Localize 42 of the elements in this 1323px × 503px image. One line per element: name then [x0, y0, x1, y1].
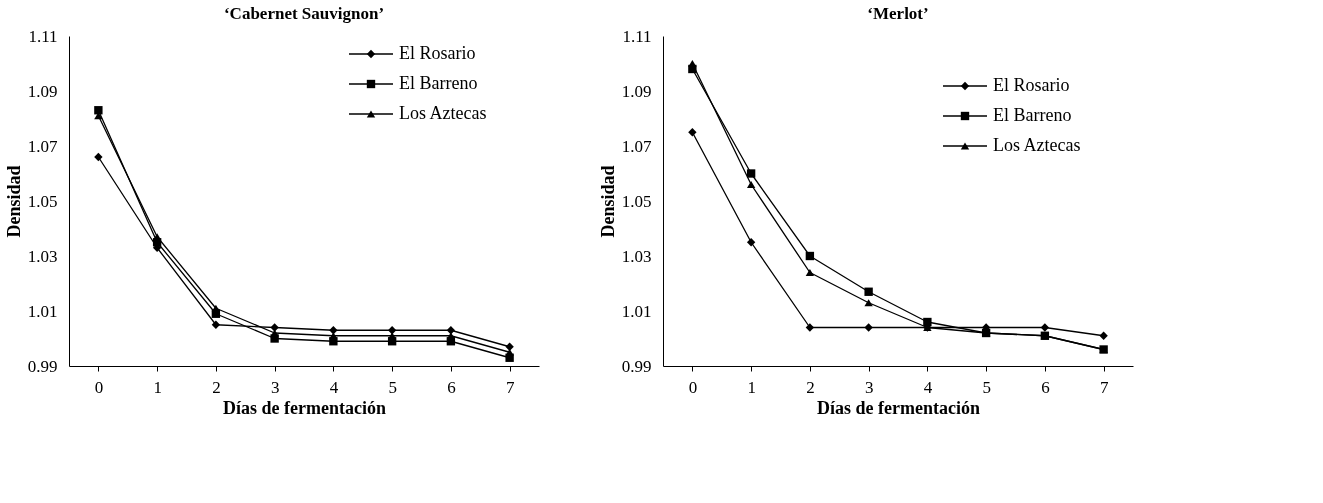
- legend-label: Los Aztecas: [993, 135, 1081, 155]
- x-tick-label: 1: [153, 377, 162, 397]
- x-tick-label: 4: [329, 377, 339, 397]
- x-tick-label: 6: [447, 377, 456, 397]
- y-tick-label: 1.07: [621, 136, 652, 156]
- x-tick-label: 5: [388, 377, 397, 397]
- y-tick-label: 1.07: [27, 136, 58, 156]
- x-tick-label: 3: [864, 377, 874, 397]
- y-axis-title: Densidad: [597, 165, 618, 238]
- legend-label: El Barreno: [993, 105, 1072, 125]
- x-tick-label: 7: [505, 377, 515, 397]
- x-axis-title: Días de fermentación: [817, 397, 980, 418]
- y-tick-label: 0.99: [27, 356, 58, 376]
- x-tick-label: 2: [806, 377, 815, 397]
- y-tick-label: 1.09: [27, 81, 58, 101]
- y-tick-label: 1.05: [27, 191, 58, 211]
- y-tick-label: 1.01: [621, 301, 652, 321]
- x-tick-label: 1: [747, 377, 756, 397]
- y-tick-label: 1.09: [621, 81, 652, 101]
- legend-label: El Rosario: [993, 75, 1070, 95]
- y-tick-label: 1.11: [28, 26, 58, 46]
- y-tick-label: 1.11: [622, 26, 652, 46]
- chart-title: ‘Cabernet Sauvignon’: [223, 4, 385, 23]
- x-axis-title: Días de fermentación: [223, 397, 386, 418]
- x-tick-label: 3: [270, 377, 280, 397]
- legend-label: El Barreno: [399, 73, 478, 93]
- legend-label: Los Aztecas: [399, 103, 487, 123]
- chart-title: ‘Merlot’: [867, 4, 929, 23]
- y-tick-label: 1.03: [621, 246, 652, 266]
- y-tick-label: 1.03: [27, 246, 58, 266]
- x-tick-label: 2: [212, 377, 221, 397]
- x-tick-label: 5: [982, 377, 991, 397]
- x-tick-label: 7: [1099, 377, 1109, 397]
- x-tick-label: 0: [688, 377, 698, 397]
- legend-label: El Rosario: [399, 43, 476, 63]
- x-tick-label: 0: [94, 377, 104, 397]
- y-tick-label: 1.01: [27, 301, 58, 321]
- y-tick-label: 0.99: [621, 356, 652, 376]
- y-tick-label: 1.05: [621, 191, 652, 211]
- y-axis-title: Densidad: [3, 165, 24, 238]
- x-tick-label: 6: [1041, 377, 1050, 397]
- x-tick-label: 4: [923, 377, 933, 397]
